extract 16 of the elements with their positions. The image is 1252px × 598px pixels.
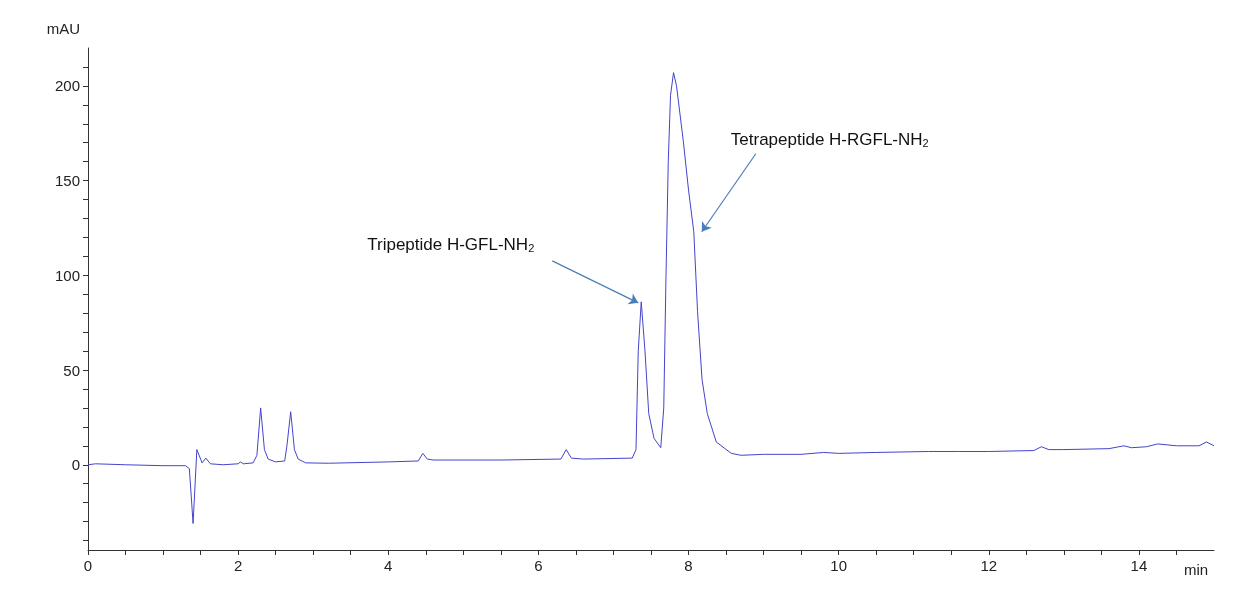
y-axis-title: mAU	[46, 20, 80, 37]
x-tick-label: 12	[980, 557, 998, 574]
y-tick-label: 0	[71, 456, 80, 474]
x-tick-label: 10	[830, 557, 848, 574]
y-tick-label: 50	[63, 361, 80, 379]
x-tick-label: 8	[684, 557, 693, 574]
x-axis-title: min	[1184, 561, 1209, 578]
x-tick-label: 14	[1130, 557, 1148, 574]
x-tick-label: 2	[233, 557, 243, 574]
x-tick-label: 6	[534, 557, 543, 574]
y-tick-label: 100	[54, 266, 80, 284]
line-series	[87, 72, 1215, 524]
y-tick-label: 200	[54, 77, 80, 95]
x-tick-label: 0	[83, 557, 93, 574]
y-tick-label: 150	[54, 172, 80, 190]
x-tick-label: 4	[384, 557, 393, 574]
